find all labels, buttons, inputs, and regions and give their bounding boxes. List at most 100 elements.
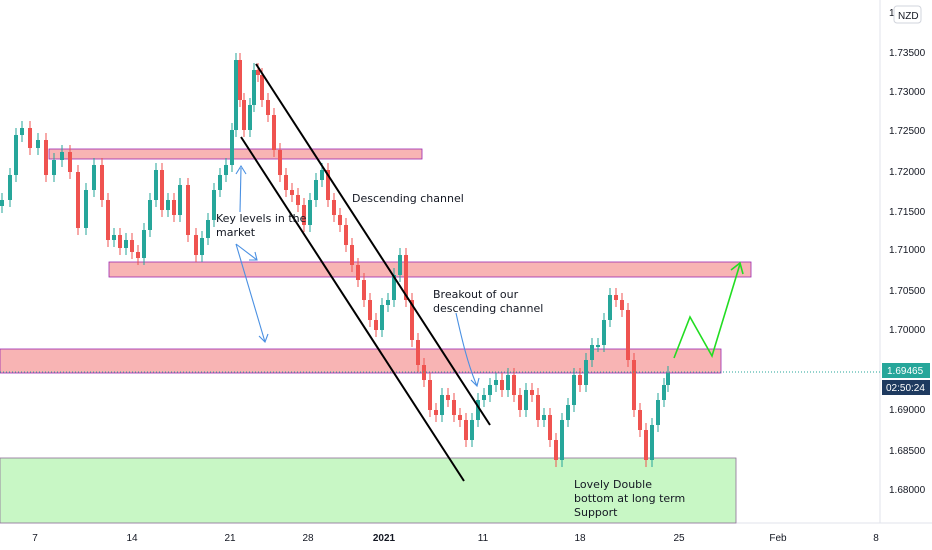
candle-body [224,165,228,175]
candle-body [392,275,396,300]
candle-body [506,375,510,390]
double-bottom-label-line1: Lovely Double [574,478,652,491]
candle-body [596,345,600,347]
candle-body [130,240,134,252]
candle-body [106,200,110,240]
x-tick: 28 [302,533,314,544]
candle-body [662,385,666,400]
candle-body [452,400,456,415]
candle-body [608,295,612,320]
candle-body [548,415,552,440]
candle-body [256,70,260,75]
candle-body [8,175,12,200]
candle-body [416,340,420,365]
candle-body [572,375,576,405]
key-level-arrows [235,164,480,388]
candle-body [314,180,318,200]
candle-body [178,185,182,215]
candle-body [578,375,582,385]
y-tick: 1.69000 [889,405,926,416]
candle-body [512,375,516,395]
channel-lower-line [240,136,465,482]
candle-body [206,220,210,238]
candle-body [626,310,630,360]
candle-body [566,405,570,420]
y-tick: 1.71500 [889,207,926,218]
x-tick: 18 [574,533,586,544]
resistance-zone-upper [48,148,423,160]
candle-body [308,200,312,225]
breakout-label-line2: descending channel [433,302,543,315]
candle-body [194,235,198,255]
candle-body [218,175,222,190]
candle-body [482,395,486,400]
candle-body [278,150,282,175]
candle-body [368,300,372,320]
candle-body [632,360,636,410]
currency-button[interactable]: NZD [893,5,922,24]
candle-body [136,252,140,258]
candle-body [404,255,408,300]
forecast-arrowhead [730,261,744,275]
candle-body [494,380,498,385]
y-tick: 1.68500 [889,446,926,457]
x-tick: 11 [478,533,489,544]
candles-group [0,53,670,467]
candle-body [14,135,18,175]
candle-body [84,190,88,228]
candle-body [124,240,128,248]
candle-body [446,395,450,400]
candle-body [428,380,432,410]
candle-body [284,175,288,190]
x-tick: 14 [126,533,138,544]
candle-body [230,130,234,165]
candle-body [374,320,378,330]
candle-body [252,70,256,105]
candle-body [560,420,564,460]
candle-body [338,215,342,225]
candle-body [296,195,300,205]
forecast-path [673,263,741,359]
candle-body [44,140,48,175]
candle-body [212,190,216,220]
candle-body [542,415,546,420]
candle-body [68,152,72,172]
candle-body [160,170,164,210]
candle-body [398,255,402,275]
candle-body [92,165,96,190]
candle-body [248,105,252,130]
candle-body [118,235,122,248]
descending-channel-label: Descending channel [352,192,464,205]
candle-body [470,420,474,440]
candle-body [458,415,462,420]
candle-body [524,390,528,410]
last-price-value: 1.69465 [887,366,924,377]
y-tick: 1.68000 [889,485,926,496]
candle-body [260,75,264,100]
candle-body [290,190,294,195]
y-tick: 1.70500 [889,286,926,297]
double-bottom-label-line3: Support [574,506,618,519]
candle-body [434,410,438,415]
breakout-label-line1: Breakout of our [433,288,519,301]
y-tick: 1.73000 [889,87,926,98]
candle-body [350,245,354,265]
candle-body [344,225,348,245]
candle-body [148,200,152,230]
candle-body [186,185,190,235]
y-tick: 1.72500 [889,126,926,137]
y-tick: 1.71000 [889,245,926,256]
candle-body [172,200,176,215]
candle-body [362,280,366,300]
candle-body [644,430,648,460]
candle-body [200,238,204,255]
candle-body [242,100,246,130]
candle-body [638,410,642,430]
y-tick: 1.72000 [889,167,926,178]
candle-body [380,305,384,330]
candle-body [142,230,146,258]
x-tick: Feb [769,533,787,544]
candle-body [590,345,594,360]
candle-body [650,425,654,460]
